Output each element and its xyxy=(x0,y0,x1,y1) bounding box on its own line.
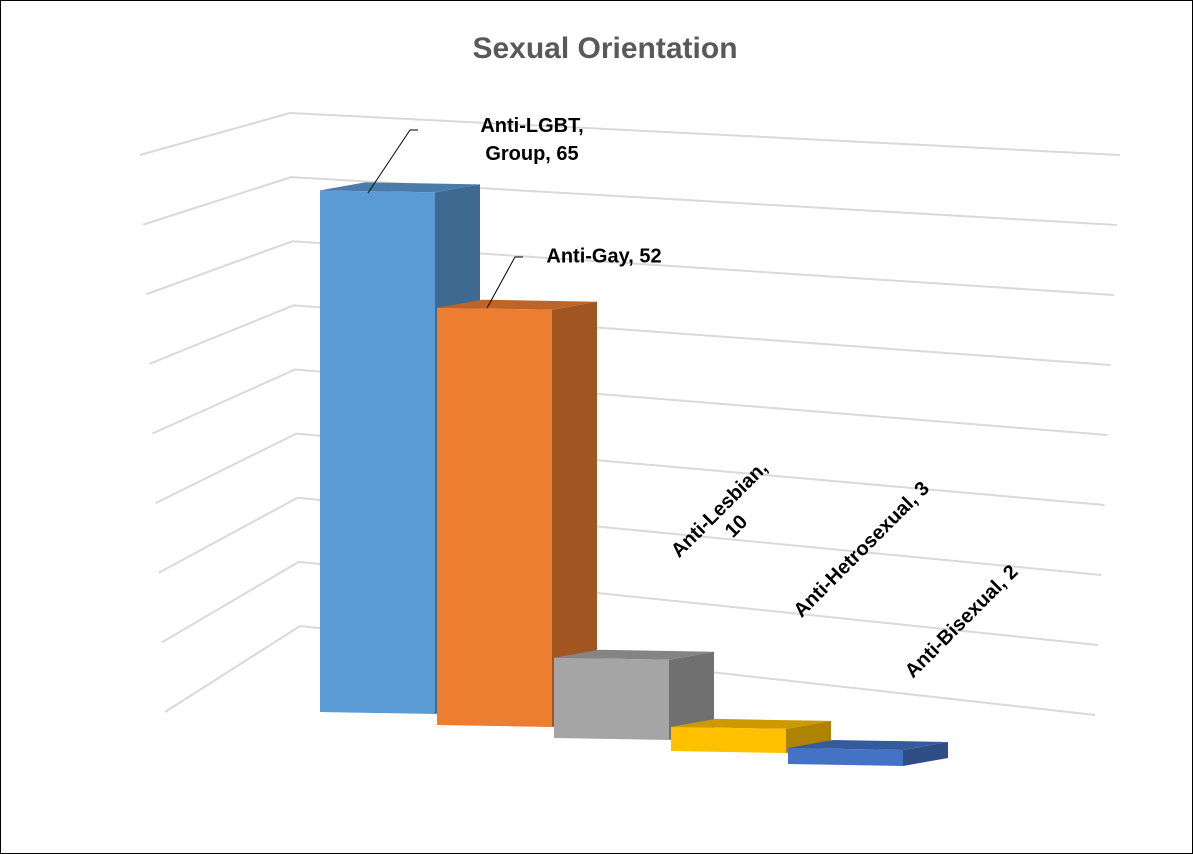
bar-front xyxy=(437,307,552,727)
bar-top xyxy=(788,739,948,750)
bar-front xyxy=(788,747,903,766)
grid-line xyxy=(152,368,1108,436)
bar xyxy=(788,739,948,766)
grid-line xyxy=(155,432,1105,506)
bar xyxy=(437,299,597,727)
data-label: Anti-Gay, 52 xyxy=(546,245,662,268)
bar-top xyxy=(671,718,831,729)
grid-line xyxy=(161,560,1099,646)
data-label: Anti-LGBT, Group, 65 xyxy=(480,115,584,165)
grid-line xyxy=(158,496,1102,576)
bar xyxy=(554,649,714,740)
bar-side xyxy=(669,651,714,740)
bar-top xyxy=(437,299,597,310)
bar-front xyxy=(320,190,435,714)
bar-top xyxy=(320,182,480,193)
bar-top xyxy=(554,649,714,660)
grid-line xyxy=(164,624,1096,716)
leader-line xyxy=(486,256,523,309)
grid-line xyxy=(145,240,1114,296)
bar-front xyxy=(671,726,786,753)
bar-front xyxy=(554,657,669,740)
bar-side xyxy=(552,301,597,727)
grid-line xyxy=(142,176,1117,226)
bar xyxy=(671,718,831,753)
chart-title: Sexual Orientation xyxy=(472,32,737,65)
leader-line xyxy=(367,129,418,194)
bar-side xyxy=(903,741,948,766)
grid-line xyxy=(148,304,1111,366)
grid-line xyxy=(139,111,1121,156)
